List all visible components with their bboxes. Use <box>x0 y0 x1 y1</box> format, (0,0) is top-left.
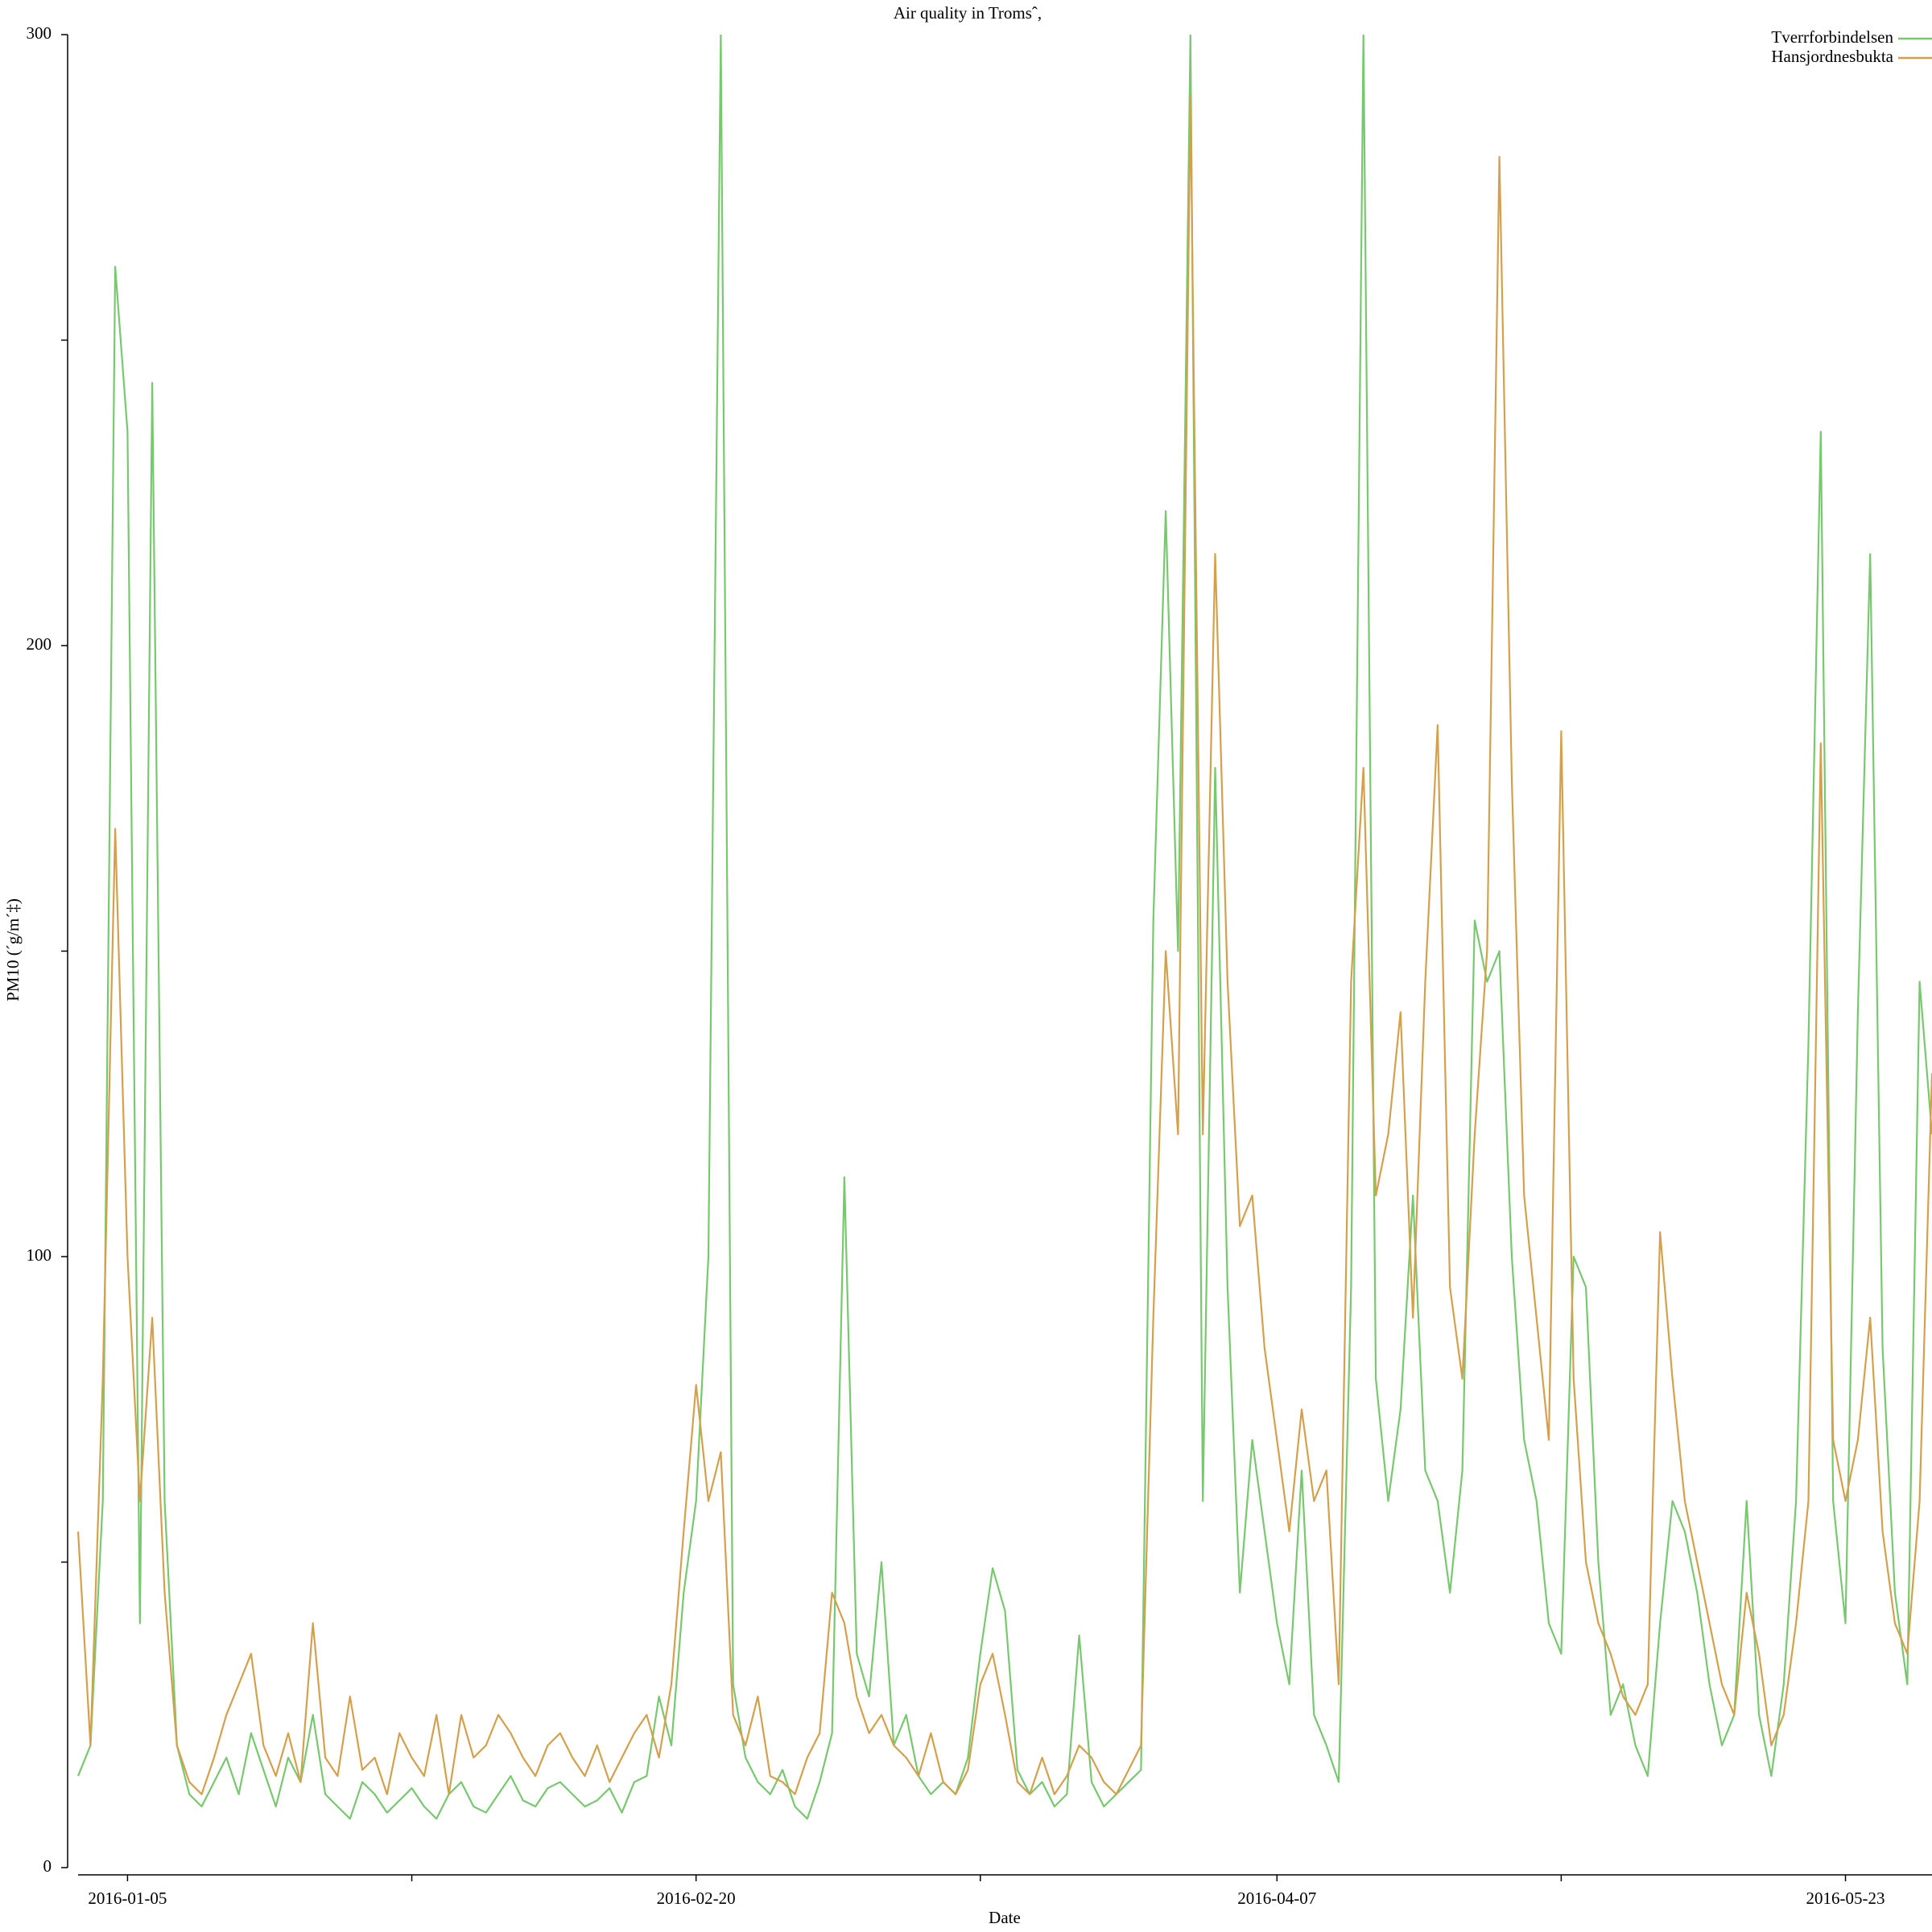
y-tick-label: 0 <box>43 1856 52 1876</box>
y-tick-label: 100 <box>27 1245 52 1265</box>
x-tick-label: 2016-05-23 <box>1806 1889 1885 1908</box>
plot-area <box>76 35 1932 1820</box>
legend-label: Tverrforbindelsen <box>1771 27 1893 47</box>
data-line <box>76 35 1932 1820</box>
x-tick-label: 2016-04-07 <box>1237 1889 1316 1908</box>
x-axis-label: Date <box>989 1908 1021 1927</box>
data-line <box>76 94 1932 1795</box>
y-tick-label: 200 <box>27 634 52 654</box>
y-axis-label: PM10 (´g/m´‡) <box>3 898 23 1001</box>
chart-title: Air quality in Tromsˆ, <box>894 3 1042 23</box>
x-tick-label: 2016-01-05 <box>88 1889 167 1908</box>
legend-label: Hansjordnesbukta <box>1771 47 1893 66</box>
x-tick-label: 2016-02-20 <box>657 1889 736 1908</box>
y-tick-label: 300 <box>27 23 52 43</box>
